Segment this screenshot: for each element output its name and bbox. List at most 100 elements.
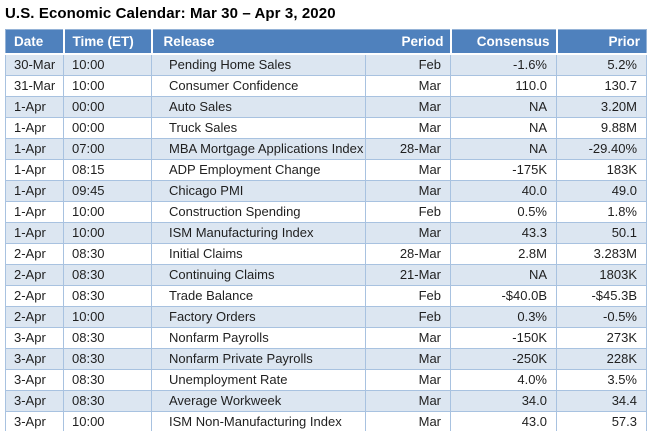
date-cell: 3-Apr — [5, 348, 64, 370]
table-row: 3-Apr 08:30 Unemployment Rate Mar 4.0% 3.5% — [5, 369, 647, 391]
release-cell: ADP Employment Change — [151, 159, 366, 181]
consensus-cell: -150K — [450, 327, 557, 349]
release-cell: Pending Home Sales — [151, 53, 366, 76]
prior-cell: 9.88M — [556, 117, 647, 139]
time-cell: 08:30 — [63, 348, 152, 370]
release-cell: Factory Orders — [151, 306, 366, 328]
period-cell: 21-Mar — [365, 264, 451, 286]
consensus-cell: NA — [450, 96, 557, 118]
release-cell: MBA Mortgage Applications Index — [151, 138, 366, 160]
table-row: 2-Apr 08:30 Trade Balance Feb -$40.0B -$45.3B — [5, 285, 647, 307]
prior-cell: 5.2% — [556, 53, 647, 76]
consensus-cell: -1.6% — [450, 53, 557, 76]
table-row: 2-Apr 08:30 Continuing Claims 21-Mar NA 1803K — [5, 264, 647, 286]
period-cell: Mar — [365, 411, 451, 431]
time-cell: 08:30 — [63, 369, 152, 391]
table-row: 1-Apr 07:00 MBA Mortgage Applications Inde… — [5, 138, 647, 160]
time-cell: 08:30 — [63, 264, 152, 286]
prior-cell: 49.0 — [556, 180, 647, 202]
period-cell: Mar — [365, 117, 451, 139]
date-cell: 1-Apr — [5, 180, 64, 202]
date-cell: 31-Mar — [5, 75, 64, 97]
prior-cell: 50.1 — [556, 222, 647, 244]
period-cell: 28-Mar — [365, 243, 451, 265]
consensus-cell: -250K — [450, 348, 557, 370]
time-cell: 00:00 — [63, 96, 152, 118]
period-cell: Feb — [365, 285, 451, 307]
prior-cell: 273K — [556, 327, 647, 349]
prior-cell: 34.4 — [556, 390, 647, 412]
prior-cell: 1.8% — [556, 201, 647, 223]
release-cell: Average Workweek — [151, 390, 366, 412]
date-cell: 1-Apr — [5, 159, 64, 181]
date-cell: 1-Apr — [5, 201, 64, 223]
time-cell: 10:00 — [63, 75, 152, 97]
table-row: 30-Mar 10:00 Pending Home Sales Feb -1.6% 5.2… — [5, 53, 647, 76]
time-cell: 08:30 — [63, 327, 152, 349]
prior-cell: 130.7 — [556, 75, 647, 97]
period-cell: Mar — [365, 75, 451, 97]
consensus-cell: NA — [450, 264, 557, 286]
date-cell: 2-Apr — [5, 285, 64, 307]
date-cell: 3-Apr — [5, 369, 64, 391]
period-cell: Mar — [365, 180, 451, 202]
time-cell: 08:30 — [63, 285, 152, 307]
period-cell: Mar — [365, 390, 451, 412]
prior-cell: -0.5% — [556, 306, 647, 328]
table-row: 1-Apr 10:00 Construction Spending Feb 0.5% 1.… — [5, 201, 647, 223]
time-cell: 10:00 — [63, 222, 152, 244]
release-cell: Truck Sales — [151, 117, 366, 139]
release-cell: Unemployment Rate — [151, 369, 366, 391]
table-row: 2-Apr 08:30 Initial Claims 28-Mar 2.8M 3.283M — [5, 243, 647, 265]
prior-cell: 228K — [556, 348, 647, 370]
time-cell: 08:30 — [63, 243, 152, 265]
time-cell: 08:15 — [63, 159, 152, 181]
column-header-date: Date — [5, 29, 64, 55]
prior-cell: 3.5% — [556, 369, 647, 391]
release-cell: Auto Sales — [151, 96, 366, 118]
column-header-consensus: Consensus — [449, 29, 557, 55]
time-cell: 10:00 — [63, 53, 152, 76]
consensus-cell: 4.0% — [450, 369, 557, 391]
period-cell: Mar — [365, 348, 451, 370]
release-cell: Nonfarm Payrolls — [151, 327, 366, 349]
table-row: 3-Apr 08:30 Average Workweek Mar 34.0 34.4 — [5, 390, 647, 412]
date-cell: 3-Apr — [5, 327, 64, 349]
table-row: 1-Apr 09:45 Chicago PMI Mar 40.0 49.0 — [5, 180, 647, 202]
release-cell: Continuing Claims — [151, 264, 366, 286]
table-row: 3-Apr 08:30 Nonfarm Payrolls Mar -150K 273K — [5, 327, 647, 349]
date-cell: 2-Apr — [5, 306, 64, 328]
consensus-cell: 34.0 — [450, 390, 557, 412]
prior-cell: 183K — [556, 159, 647, 181]
date-cell: 3-Apr — [5, 411, 64, 431]
time-cell: 10:00 — [63, 411, 152, 431]
table-row: 1-Apr 10:00 ISM Manufacturing Index Mar 43.3… — [5, 222, 647, 244]
consensus-cell: -$40.0B — [450, 285, 557, 307]
table-row: 1-Apr 00:00 Auto Sales Mar NA 3.20M — [5, 96, 647, 118]
period-cell: Feb — [365, 201, 451, 223]
release-cell: ISM Non-Manufacturing Index — [151, 411, 366, 431]
date-cell: 3-Apr — [5, 390, 64, 412]
table-row: 2-Apr 10:00 Factory Orders Feb 0.3% -0.5% — [5, 306, 647, 328]
release-cell: ISM Manufacturing Index — [151, 222, 366, 244]
table-row: 31-Mar 10:00 Consumer Confidence Mar 110.0 13… — [5, 75, 647, 97]
release-cell: Initial Claims — [151, 243, 366, 265]
table-row: 3-Apr 08:30 Nonfarm Private Payrolls Mar -25… — [5, 348, 647, 370]
release-cell: Consumer Confidence — [151, 75, 366, 97]
table-row: 1-Apr 00:00 Truck Sales Mar NA 9.88M — [5, 117, 647, 139]
table-row: 1-Apr 08:15 ADP Employment Change Mar -175K 1… — [5, 159, 647, 181]
date-cell: 30-Mar — [5, 53, 64, 76]
release-cell: Chicago PMI — [151, 180, 366, 202]
consensus-cell: 43.0 — [450, 411, 557, 431]
period-cell: Mar — [365, 159, 451, 181]
time-cell: 07:00 — [63, 138, 152, 160]
date-cell: 1-Apr — [5, 138, 64, 160]
consensus-cell: 110.0 — [450, 75, 557, 97]
date-cell: 2-Apr — [5, 264, 64, 286]
date-cell: 2-Apr — [5, 243, 64, 265]
prior-cell: -$45.3B — [556, 285, 647, 307]
consensus-cell: NA — [450, 138, 557, 160]
time-cell: 09:45 — [63, 180, 152, 202]
time-cell: 10:00 — [63, 201, 152, 223]
